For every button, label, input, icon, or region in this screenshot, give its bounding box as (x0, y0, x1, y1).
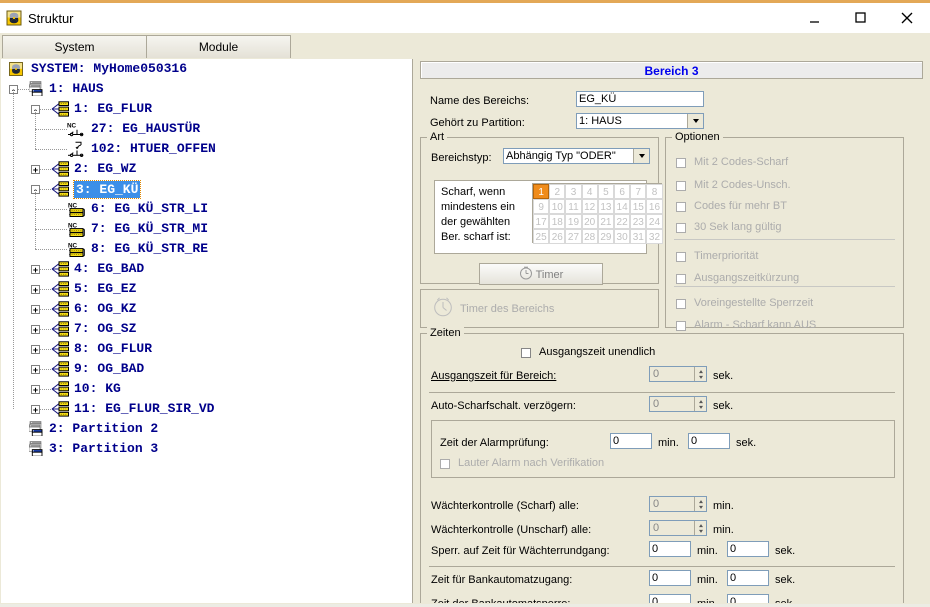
svg-text:NC: NC (67, 122, 77, 129)
